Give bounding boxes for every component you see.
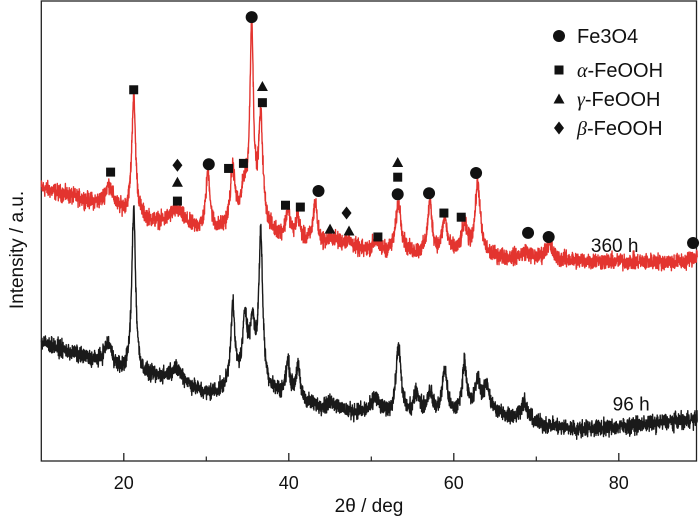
peak-marker-square-icon xyxy=(281,200,290,210)
x-tick-label: 60 xyxy=(444,473,464,493)
peak-marker-square-icon xyxy=(106,167,116,177)
peak-marker-circle-icon xyxy=(391,188,404,201)
peak-marker-circle-icon xyxy=(423,187,436,200)
legend-label: β-FeOOH xyxy=(576,118,663,140)
peak-marker-square-icon xyxy=(257,98,267,108)
legend-label: Fe3O4 xyxy=(577,26,638,48)
series-line-96h xyxy=(40,205,698,440)
legend-square-icon xyxy=(554,65,564,75)
peak-marker-square-icon xyxy=(172,196,182,206)
series-labels: 360 h 96 h xyxy=(591,236,650,416)
peak-marker-circle-icon xyxy=(312,184,325,197)
peak-marker-diamond-icon xyxy=(172,158,183,172)
peak-marker-square-icon xyxy=(224,163,234,173)
peak-marker-triangle-icon xyxy=(256,81,268,92)
y-axis-title: Intensity / a.u. xyxy=(7,191,28,309)
peak-marker-square-icon xyxy=(295,202,305,212)
peak-marker-square-icon xyxy=(373,232,383,242)
series-curves xyxy=(40,18,698,440)
legend-label: γ-FeOOH xyxy=(577,89,660,111)
x-tick-label: 20 xyxy=(114,473,134,493)
x-tick-label: 40 xyxy=(279,473,299,493)
legend-diamond-icon xyxy=(554,121,564,135)
peak-marker-triangle-icon xyxy=(343,225,355,236)
peak-marker-triangle-icon xyxy=(392,156,404,167)
phase-markers xyxy=(106,11,700,249)
peak-marker-diamond-icon xyxy=(341,206,352,220)
series-label: 360 h xyxy=(591,236,639,257)
x-axis-title: 2θ / deg xyxy=(335,496,404,517)
peak-marker-square-icon xyxy=(238,158,248,168)
legend-circle-icon xyxy=(553,30,565,42)
peak-marker-square-icon xyxy=(393,172,403,182)
plot-frame xyxy=(40,0,698,462)
peak-marker-circle-icon xyxy=(687,236,700,249)
series-label: 96 h xyxy=(613,395,650,416)
legend-triangle-icon xyxy=(553,93,565,104)
peak-marker-circle-icon xyxy=(202,158,215,171)
series-line-360h xyxy=(40,18,698,272)
peak-marker-square-icon xyxy=(129,85,139,95)
peak-marker-triangle-icon xyxy=(171,176,183,187)
peak-marker-triangle-icon xyxy=(324,223,336,234)
peak-marker-circle-icon xyxy=(542,230,555,243)
peak-marker-square-icon xyxy=(439,208,449,218)
legend-label: α-FeOOH xyxy=(577,60,663,82)
legend: Fe3O4 α-FeOOH γ-FeOOH β-FeOOH xyxy=(553,26,663,140)
peak-marker-circle-icon xyxy=(522,226,535,239)
peak-marker-circle-icon xyxy=(245,11,258,24)
x-tick-label: 80 xyxy=(609,473,629,493)
peak-marker-square-icon xyxy=(456,212,466,222)
x-axis-ticks: 20 40 60 80 xyxy=(114,453,629,493)
peak-marker-circle-icon xyxy=(470,167,483,180)
